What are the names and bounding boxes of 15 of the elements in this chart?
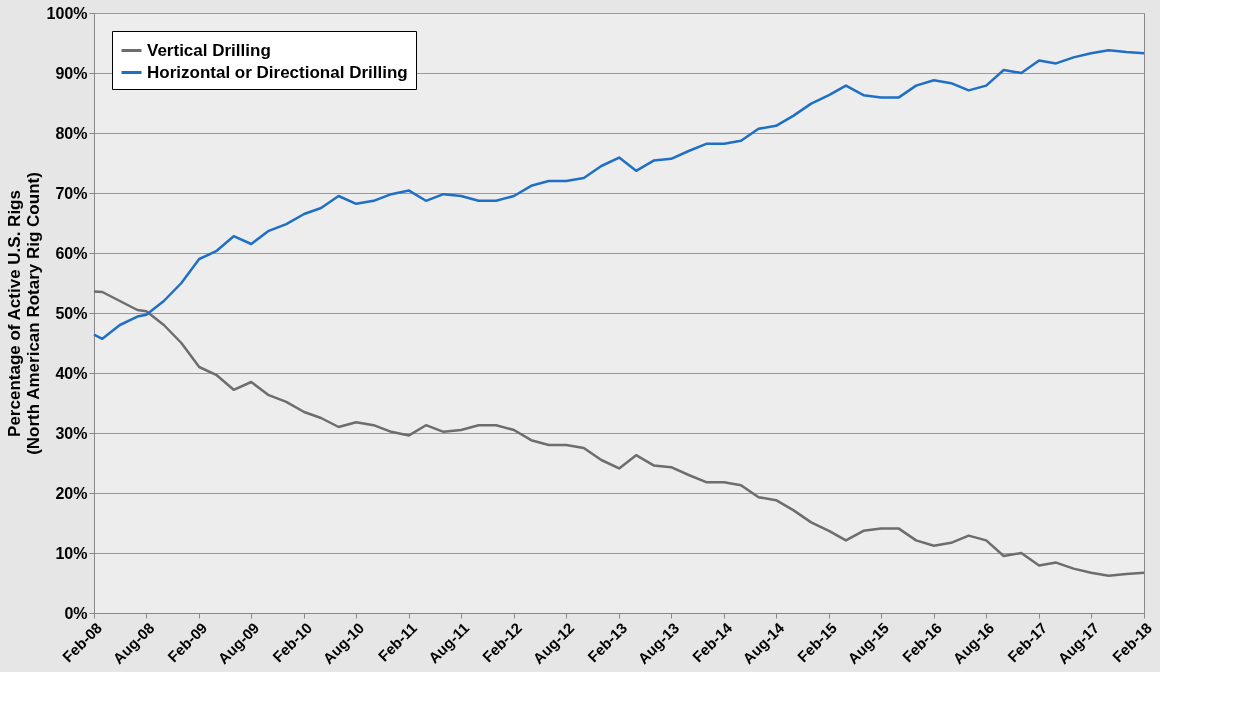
y-tick-label: 100% <box>46 4 88 22</box>
line-series <box>92 290 1146 578</box>
y-tick-label: 90% <box>55 64 88 82</box>
y-tick-label: 40% <box>55 364 88 382</box>
y-tick-label: 30% <box>55 424 88 442</box>
y-tick-label: 70% <box>55 184 88 202</box>
y-tick-label: 0% <box>64 604 88 622</box>
y-tick-label: 60% <box>55 244 88 262</box>
y-axis-title: Percentage of Active U.S. Rigs (North American Rotary Rig Count) <box>4 172 43 455</box>
y-tick-label: 20% <box>55 484 88 502</box>
legend-label: Horizontal or Directional Drilling <box>147 62 408 82</box>
y-tick-label: 80% <box>55 124 88 142</box>
y-tick-label: 50% <box>55 304 88 322</box>
legend-label: Vertical Drilling <box>147 40 271 60</box>
y-tick-label: 10% <box>55 544 88 562</box>
